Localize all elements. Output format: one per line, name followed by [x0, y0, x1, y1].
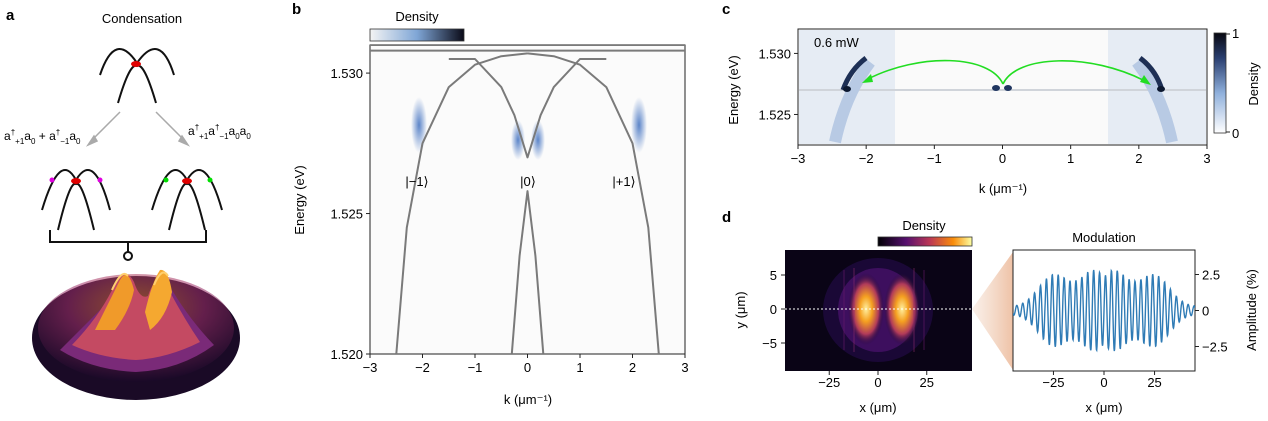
panel-label-c: c	[722, 1, 730, 18]
dispersion-diagram-left	[41, 169, 111, 231]
xtick-label-b: 3	[681, 360, 688, 375]
axes-b: −3 −2 −1 0 1 2 3 1.520 1.525 1.530	[330, 66, 688, 375]
ytick-label-d-right: 0	[1202, 304, 1209, 319]
plot-area-b	[369, 44, 686, 355]
xlabel-d-right: x (μm)	[1085, 400, 1122, 415]
process-left-label: a†+1a0 + a†−1a0	[4, 128, 81, 146]
ylabel-d-right: Amplitude (%)	[1244, 269, 1259, 351]
axes-d-right: −25 0 25 2.5 0 −2.5	[1042, 267, 1227, 390]
xtick-label-c: 2	[1135, 151, 1142, 166]
xtick-label-d-right: 0	[1100, 375, 1107, 390]
density-colorbar-c	[1213, 32, 1227, 134]
xlabel-b: k (μm⁻¹)	[504, 392, 552, 407]
dispersion-diagram-right	[151, 169, 223, 231]
process-arrows	[85, 111, 191, 147]
ytick-label-d-right: 2.5	[1202, 267, 1220, 282]
ytick-label-d-left: −5	[762, 336, 777, 351]
xtick-label-c: −2	[859, 151, 874, 166]
ytick-label-b: 1.525	[330, 207, 363, 222]
ylabel-b: Energy (eV)	[292, 165, 307, 234]
xtick-label-c: 1	[1067, 151, 1074, 166]
ytick-label-c: 1.525	[758, 107, 791, 122]
xtick-label-b: −3	[363, 360, 378, 375]
combine-bracket	[49, 230, 207, 261]
ylabel-c: Energy (eV)	[726, 55, 741, 124]
process-right-label: a†+1a†−1a0a0	[188, 123, 251, 141]
ytick-label-d-left: 5	[770, 268, 777, 283]
xtick-label-b: 2	[629, 360, 636, 375]
density-surface-3d	[32, 269, 240, 400]
xtick-label-d-right: 25	[1147, 375, 1161, 390]
colorbar-c-tick-min: 0	[1232, 126, 1239, 141]
xtick-label-c: −3	[791, 151, 806, 166]
colorbar-c-label: Density	[1246, 62, 1261, 106]
xtick-label-d-left: −25	[818, 375, 840, 390]
xtick-label-c: −1	[927, 151, 942, 166]
ytick-label-b: 1.530	[330, 66, 363, 81]
xlabel-c: k (μm⁻¹)	[979, 181, 1027, 196]
zoom-fan-d	[972, 252, 1013, 370]
panel-label-b: b	[292, 1, 301, 18]
intensity-glow-b	[411, 97, 647, 160]
xtick-label-d-left: 0	[874, 375, 881, 390]
xlabel-d-left: x (μm)	[859, 400, 896, 415]
ytick-label-d-right: −2.5	[1202, 340, 1228, 355]
state-plus-label: |+1⟩	[612, 174, 635, 189]
xtick-label-b: −1	[468, 360, 483, 375]
xtick-label-c: 0	[999, 151, 1006, 166]
panel-label-a: a	[6, 7, 15, 24]
dispersion-branch-1	[510, 190, 545, 354]
ytick-label-b: 1.520	[330, 347, 363, 362]
modulation-title: Modulation	[1072, 230, 1136, 245]
density-blobs-d	[823, 258, 933, 362]
density-colorbar-b	[369, 28, 465, 42]
panel-label-d: d	[722, 209, 731, 226]
ytick-label-c: 1.530	[758, 46, 791, 61]
power-label-c: 0.6 mW	[814, 35, 860, 50]
density-colorbar-label-d: Density	[902, 218, 946, 233]
xtick-label-b: 1	[576, 360, 583, 375]
ytick-label-d-left: 0	[770, 302, 777, 317]
xtick-label-b: −2	[415, 360, 430, 375]
xtick-label-d-right: −25	[1042, 375, 1064, 390]
scattering-arrows-c	[862, 59, 1151, 85]
modulation-line	[1013, 268, 1195, 353]
density-colorbar-label-b: Density	[395, 9, 439, 24]
xtick-label-b: 0	[524, 360, 531, 375]
dispersion-branch-2	[395, 52, 528, 354]
state-minus-label: |−1⟩	[405, 174, 428, 189]
colorbar-c-tick-max: 1	[1232, 26, 1239, 41]
state-zero-label: |0⟩	[520, 174, 536, 189]
dispersion-branch-0	[448, 58, 607, 159]
dispersion-lines-b	[370, 45, 685, 354]
density-colorbar-d	[877, 236, 973, 247]
dispersion-branch-3	[527, 52, 660, 354]
axes-c: −3 −2 −1 0 1 2 3 1.525 1.530	[758, 46, 1210, 166]
xtick-label-c: 3	[1203, 151, 1210, 166]
condensation-title: Condensation	[102, 11, 182, 26]
ylabel-d-left: y (μm)	[733, 291, 748, 328]
dispersion-diagram-top	[99, 48, 175, 104]
xtick-label-d-left: 25	[920, 375, 934, 390]
heatmap-c	[799, 30, 1206, 144]
